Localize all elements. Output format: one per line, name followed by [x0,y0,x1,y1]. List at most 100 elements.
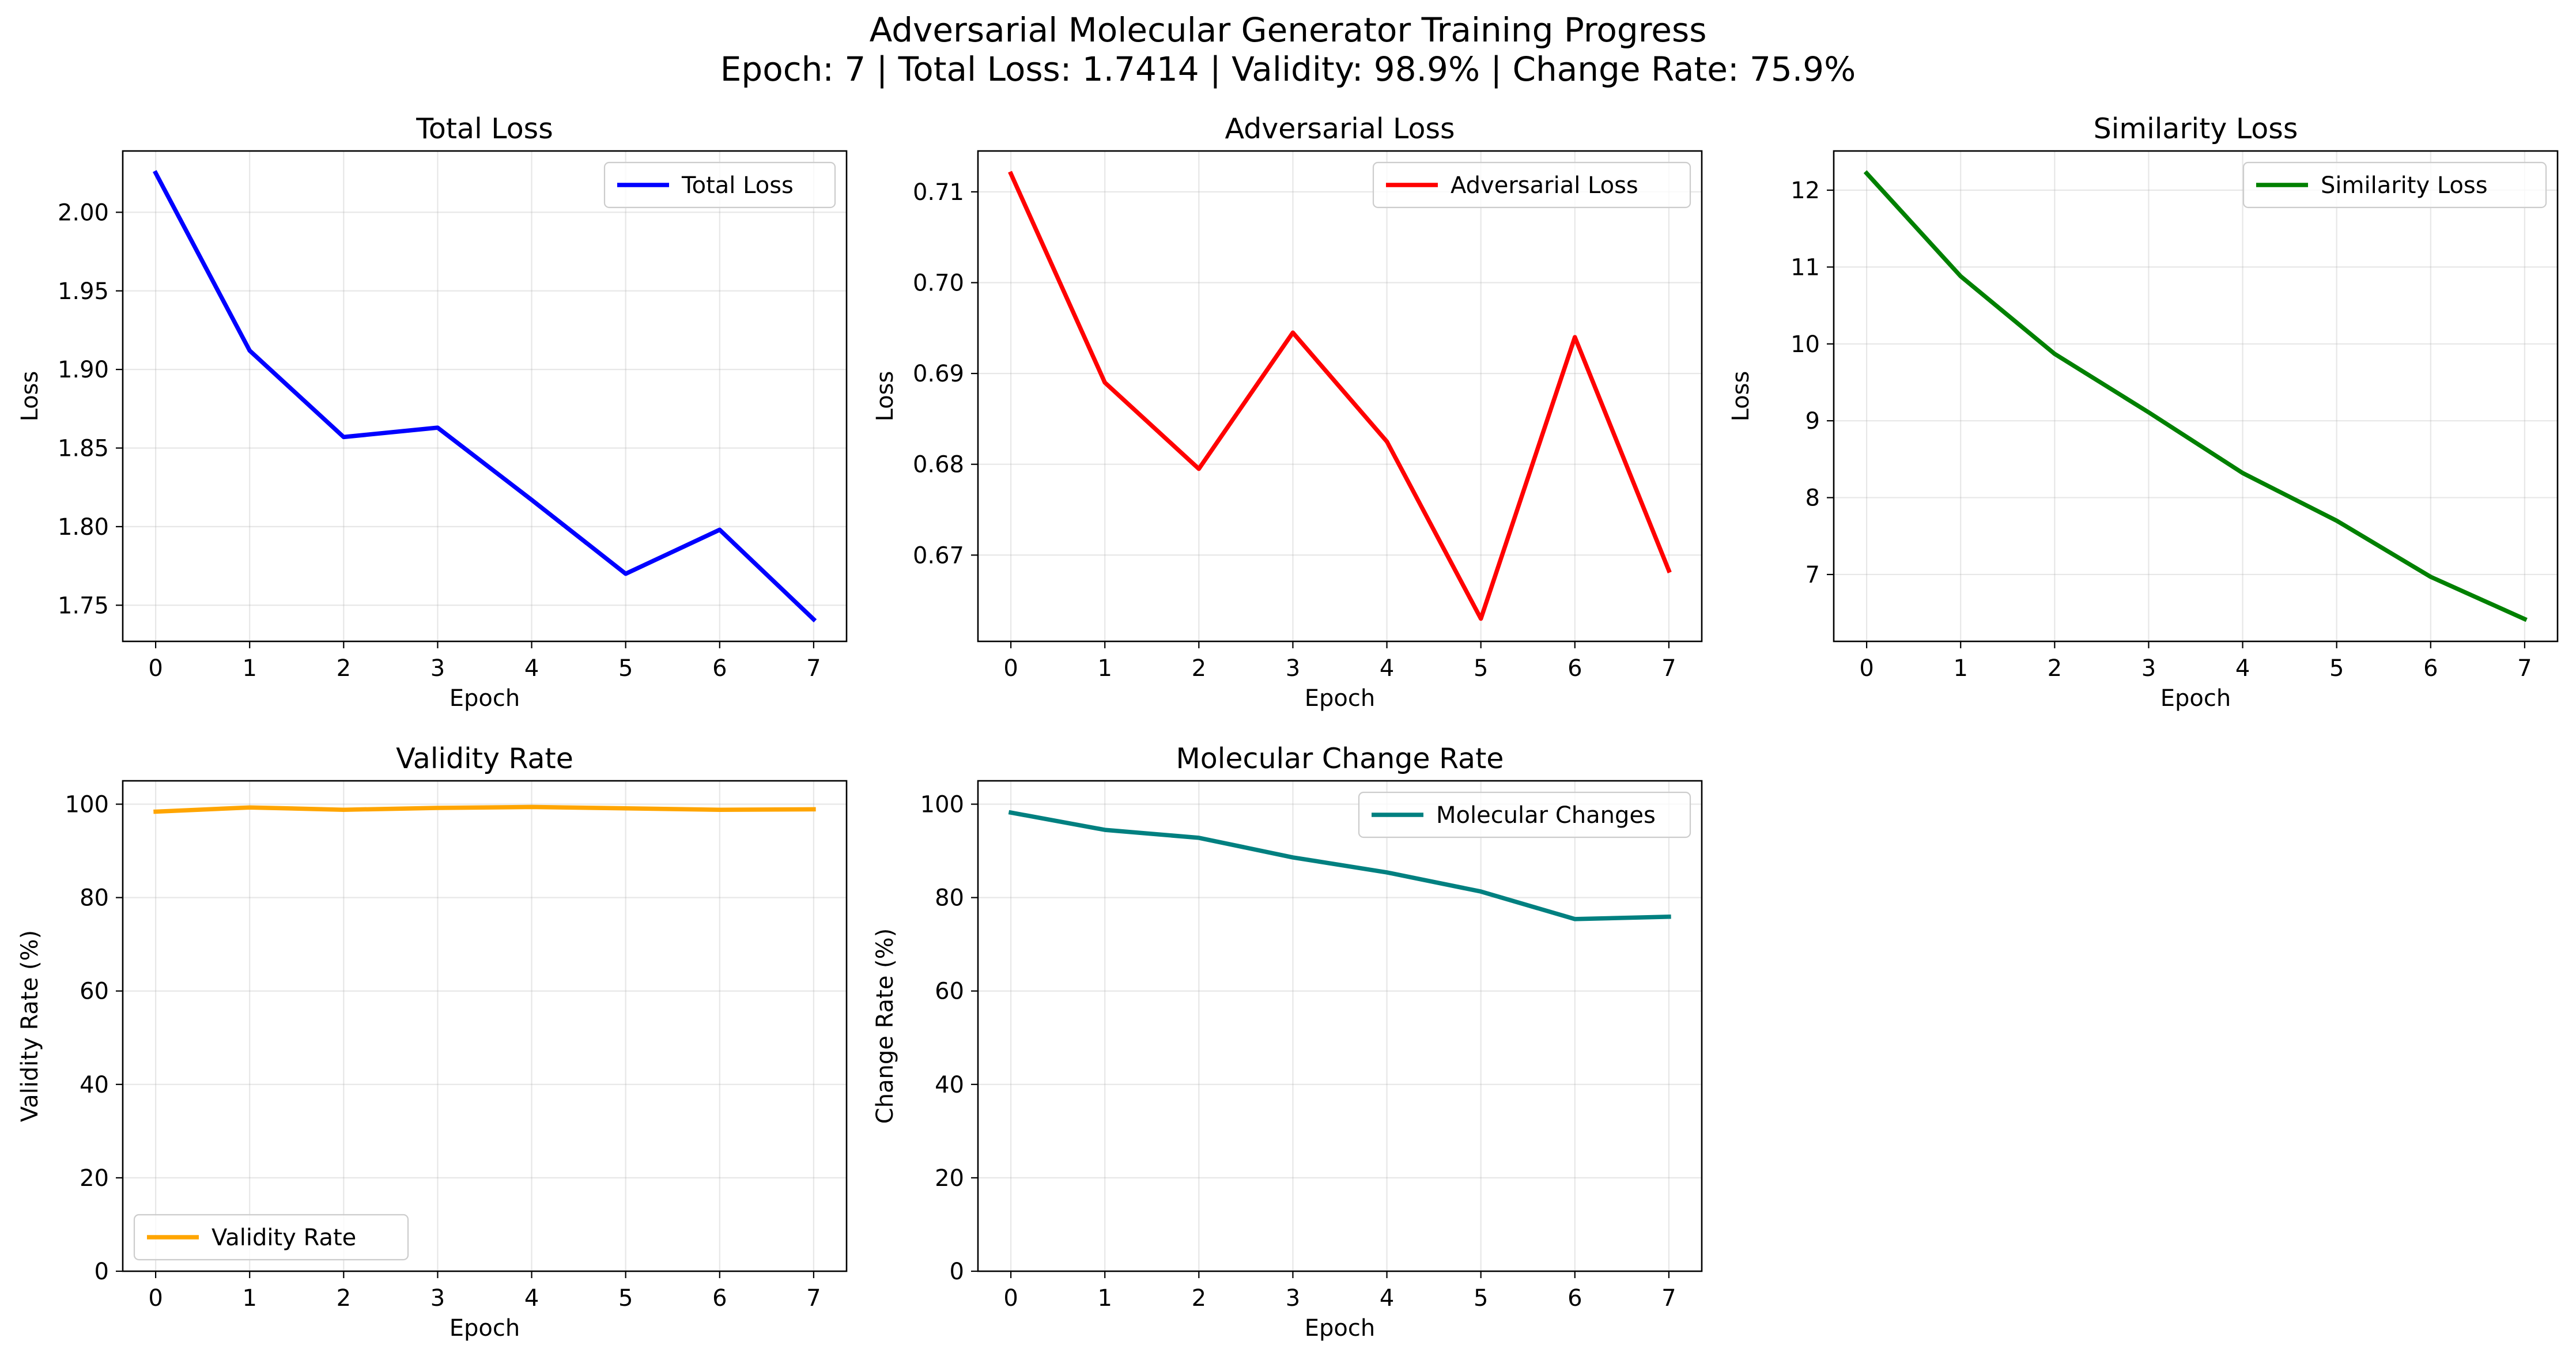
legend-box [133,1214,409,1261]
panel-4: 0 1 2 3 4 5 6 7 0 20 40 60 80 100 Validity Rate Epoch Va… [17,742,848,1342]
y-tick-label: 80 [80,885,109,912]
x-axis-label: Epoch [1305,1315,1375,1342]
x-tick-label: 3 [1286,1285,1300,1312]
y-tick-label: 100 [920,792,964,818]
x-tick-label: 5 [618,1285,633,1312]
panel-title: Adversarial Loss [1225,112,1455,145]
x-tick-label: 4 [524,1285,539,1312]
axes-frame [1833,150,2559,643]
x-tick-label: 6 [1567,1285,1582,1312]
y-axis-label: Loss [872,371,898,422]
y-tick-label: 100 [65,792,109,818]
legend-box [603,161,836,209]
y-tick-label: 60 [80,978,109,1005]
y-tick-label: 0.69 [913,361,964,387]
y-tick-label: 10 [1791,331,1820,358]
x-axis-label: Epoch [450,1315,520,1342]
y-tick-label: 1.75 [58,592,109,619]
axes-frame [977,150,1703,643]
y-tick-label: 2.00 [58,199,109,226]
x-tick-label: 3 [1286,655,1300,682]
x-tick-label: 5 [618,655,633,682]
x-tick-label: 2 [337,1285,351,1312]
panel-title: Molecular Change Rate [1176,742,1504,775]
y-tick-label: 12 [1791,177,1820,204]
legend: Similarity Loss [2242,161,2547,209]
legend-label: Validity Rate [211,1225,356,1251]
legend-box [1358,791,1691,838]
x-tick-label: 5 [2329,655,2344,682]
y-tick-label: 11 [1791,254,1820,281]
legend-box [2242,161,2547,209]
y-axis-label: Loss [1728,371,1754,422]
x-tick-label: 1 [1097,655,1112,682]
x-tick-label: 2 [1192,1285,1206,1312]
axes-frame [122,780,848,1272]
legend: Validity Rate [133,1214,409,1261]
series-line-molecular-changes [1008,810,1671,921]
x-tick-label: 3 [430,655,445,682]
x-tick-label: 6 [712,655,727,682]
x-tick-label: 1 [1097,1285,1112,1312]
x-tick-label: 1 [242,1285,256,1312]
x-tick-label: 4 [1380,1285,1394,1312]
legend-label: Adversarial Loss [1451,172,1638,199]
y-tick-label: 1.95 [58,278,109,305]
x-tick-label: 1 [242,655,256,682]
legend-box [1372,161,1691,209]
y-tick-label: 1.90 [58,357,109,383]
legend: Total Loss [603,161,836,209]
x-tick-label: 7 [806,655,821,682]
x-tick-label: 5 [1474,655,1488,682]
y-axis-label: Loss [17,371,43,422]
x-tick-label: 5 [1474,1285,1488,1312]
x-tick-label: 6 [2423,655,2438,682]
legend: Molecular Changes [1358,791,1691,838]
y-tick-label: 0.67 [913,542,964,569]
panel-title: Similarity Loss [2094,112,2298,145]
x-tick-label: 2 [1192,655,1206,682]
x-tick-label: 4 [524,655,539,682]
panel-1: 0 1 2 3 4 5 6 7 1.75 1.80 1.85 1.90 1.95 2.00 Total Lo… [17,112,848,712]
x-tick-label: 6 [712,1285,727,1312]
y-tick-label: 20 [935,1165,964,1192]
x-tick-label: 1 [1953,655,1967,682]
x-tick-label: 0 [1003,1285,1018,1312]
y-tick-label: 1.80 [58,514,109,541]
x-tick-label: 7 [806,1285,821,1312]
y-tick-label: 1.85 [58,436,109,462]
x-tick-label: 0 [1003,655,1018,682]
x-tick-label: 4 [1380,655,1394,682]
x-tick-label: 2 [2048,655,2062,682]
y-tick-label: 0.71 [913,179,964,206]
x-axis-label: Epoch [2160,685,2231,712]
series-line-total-loss [153,170,817,623]
x-tick-label: 6 [1567,655,1582,682]
x-tick-label: 4 [2235,655,2250,682]
panel-2: 0 1 2 3 4 5 6 7 0.67 0.68 0.69 0.70 0.71 Adversarial … [872,112,1703,712]
x-tick-label: 0 [148,655,163,682]
legend: Adversarial Loss [1372,161,1691,209]
series-line-similarity-loss [1863,170,2528,622]
axes-frame [122,150,848,643]
x-tick-label: 2 [337,655,351,682]
y-tick-label: 0.70 [913,270,964,297]
x-tick-label: 3 [2141,655,2156,682]
y-tick-label: 0 [950,1259,964,1285]
series-line-adversarial-loss [1008,171,1672,621]
panel-title: Total Loss [416,112,553,145]
y-tick-label: 9 [1806,408,1820,434]
y-tick-label: 7 [1806,562,1820,588]
figure-title-line1: Adversarial Molecular Generator Training… [870,10,1707,50]
x-tick-label: 0 [1859,655,1874,682]
x-tick-label: 7 [2517,655,2532,682]
y-tick-label: 8 [1806,485,1820,512]
x-tick-label: 3 [430,1285,445,1312]
y-tick-label: 60 [935,978,964,1005]
y-axis-label: Validity Rate (%) [17,930,43,1122]
y-tick-label: 0 [95,1259,109,1285]
y-tick-label: 40 [80,1072,109,1098]
